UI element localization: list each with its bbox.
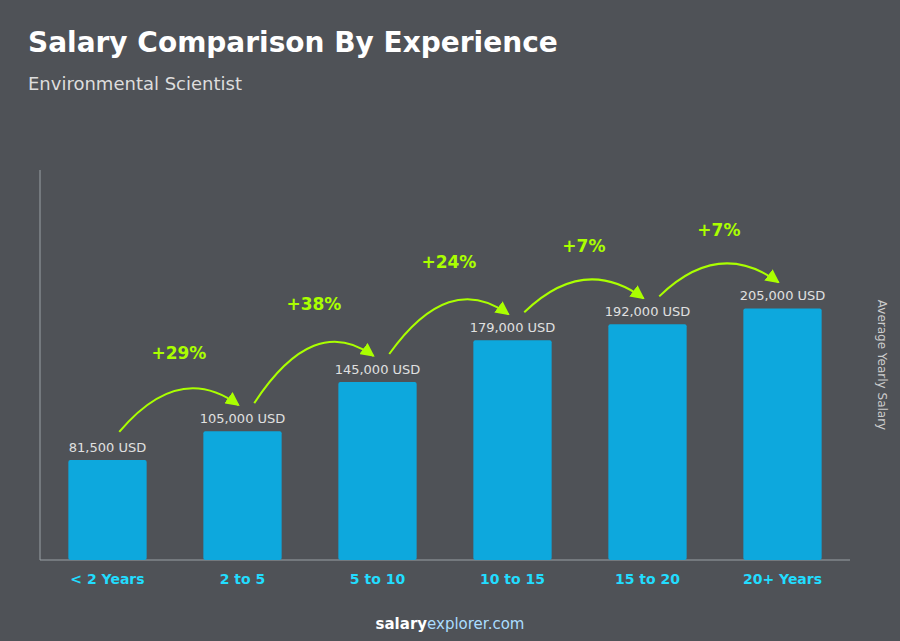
data-label: 105,000 USD — [200, 411, 286, 426]
footer-part: explorer.com — [427, 615, 524, 633]
x-axis-line — [40, 560, 850, 561]
chart-container: Salary Comparison By Experience Environme… — [0, 0, 900, 641]
x-tick-label: 10 to 15 — [480, 571, 545, 587]
annotation: +7% — [697, 220, 740, 240]
change-arrow — [524, 279, 643, 312]
x-tick-label: 5 to 10 — [350, 571, 406, 587]
footer: salaryexplorer.com — [376, 615, 525, 633]
footer-part: salary — [376, 615, 428, 633]
annotation: +24% — [421, 252, 476, 272]
data-label: 179,000 USD — [470, 320, 556, 335]
data-label: 192,000 USD — [605, 304, 691, 319]
bar — [203, 431, 281, 560]
annotation: +29% — [151, 343, 206, 363]
x-tick-label: 2 to 5 — [220, 571, 266, 587]
change-arrow — [389, 299, 508, 354]
x-tick-label: 15 to 20 — [615, 571, 680, 587]
y-axis-label: Average Yearly Salary — [875, 300, 889, 430]
y-axis-line — [40, 170, 41, 560]
chart: Salary Comparison By Experience Environme… — [0, 0, 900, 641]
data-label: 205,000 USD — [740, 288, 826, 303]
bar — [473, 340, 551, 560]
change-arrow — [659, 263, 778, 296]
annotation: +7% — [562, 236, 605, 256]
subtitle: Environmental Scientist — [28, 73, 242, 94]
x-tick-label: < 2 Years — [70, 571, 144, 587]
data-label: 81,500 USD — [69, 440, 146, 455]
bar — [743, 308, 821, 560]
change-arrow — [254, 342, 373, 403]
title: Salary Comparison By Experience — [28, 26, 558, 59]
data-label: 145,000 USD — [335, 362, 421, 377]
bar — [338, 382, 416, 560]
bars — [68, 308, 821, 560]
annotation: +38% — [286, 294, 341, 314]
x-tick-label: 20+ Years — [743, 571, 822, 587]
bar — [608, 324, 686, 560]
background — [0, 0, 900, 641]
bar — [68, 460, 146, 560]
change-arrow — [119, 388, 238, 432]
